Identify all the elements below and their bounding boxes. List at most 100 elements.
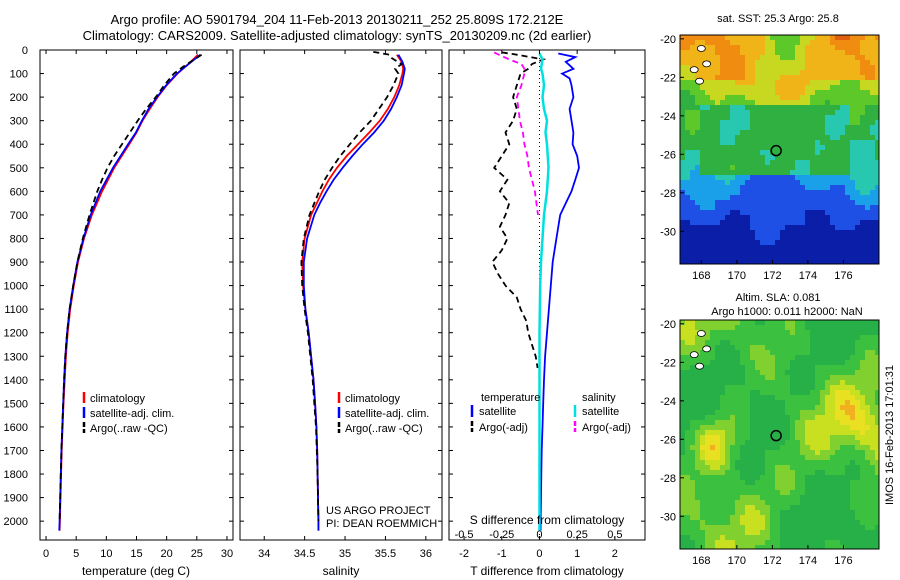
map-cell: [780, 105, 786, 111]
map-cell: [780, 240, 786, 246]
map-cell: [800, 130, 806, 136]
map-cell: [810, 535, 816, 541]
map-cell: [855, 545, 861, 549]
map-cell: [695, 210, 701, 216]
map-cell: [795, 150, 801, 156]
map-cell: [835, 385, 841, 391]
map-cell: [820, 190, 826, 196]
map-cell: [825, 40, 831, 46]
map-cell: [745, 515, 751, 521]
map-cell: [790, 520, 796, 526]
map-cell: [765, 535, 771, 541]
map-cell: [715, 380, 721, 386]
map-cell: [865, 75, 871, 81]
map-cell: [780, 505, 786, 511]
map-cell: [695, 530, 701, 536]
map-cell: [860, 500, 866, 506]
depth-tick-label: 1600: [4, 422, 28, 434]
temperature-x-axis: 0 5 10 15 20 25 30: [43, 50, 233, 560]
map-cell: [790, 435, 796, 441]
map-cell: [795, 70, 801, 76]
map-cell: [825, 490, 831, 496]
map-cell: [680, 130, 686, 136]
map-cell: [780, 75, 786, 81]
map-cell: [735, 235, 741, 241]
map-cell: [875, 125, 879, 131]
map-cell: [875, 355, 879, 361]
map-cell: [835, 460, 841, 466]
map-cell: [720, 385, 726, 391]
map-cell: [770, 475, 776, 481]
map-cell: [765, 170, 771, 176]
map-cell: [730, 490, 736, 496]
map-cell: [850, 400, 856, 406]
map-cell: [855, 155, 861, 161]
sla-map-image: [680, 320, 879, 549]
map-cell: [800, 35, 806, 41]
map-cell: [700, 390, 706, 396]
map-cell: [815, 360, 821, 366]
map-cell: [825, 105, 831, 111]
diff-legend-temperature-heading: temperature: [481, 392, 540, 404]
map-cell: [875, 385, 879, 391]
map-cell: [765, 155, 771, 161]
map-cell: [785, 125, 791, 131]
map-cell: [720, 345, 726, 351]
map-cell: [800, 435, 806, 441]
map-cell: [770, 365, 776, 371]
map-cell: [765, 60, 771, 66]
map-cell: [755, 355, 761, 361]
map-cell: [805, 430, 811, 436]
map-cell: [740, 390, 746, 396]
map-cell: [775, 405, 781, 411]
map-cell: [705, 500, 711, 506]
map-cell: [785, 175, 791, 181]
map-cell: [780, 355, 786, 361]
map-cell: [735, 500, 741, 506]
map-cell: [825, 200, 831, 206]
map-cell: [860, 235, 866, 241]
map-cell: [705, 330, 711, 336]
map-cell: [850, 515, 856, 521]
map-cell: [830, 390, 836, 396]
map-y-tick-label: -30: [660, 511, 676, 523]
map-cell: [685, 365, 691, 371]
map-cell: [830, 475, 836, 481]
map-cell: [790, 45, 796, 51]
map-cell: [800, 545, 806, 549]
map-cell: [790, 150, 796, 156]
map-cell: [840, 230, 846, 236]
map-cell: [845, 110, 851, 116]
map-cell: [780, 365, 786, 371]
map-cell: [745, 325, 751, 331]
map-cell: [725, 430, 731, 436]
map-cell: [785, 410, 791, 416]
map-cell: [865, 220, 871, 226]
map-cell: [700, 540, 706, 546]
map-cell: [700, 195, 706, 201]
map-cell: [715, 350, 721, 356]
map-cell: [720, 85, 726, 91]
map-cell: [790, 70, 796, 76]
map-cell: [685, 495, 691, 501]
map-cell: [735, 435, 741, 441]
map-cell: [735, 95, 741, 101]
map-cell: [725, 410, 731, 416]
map-cell: [730, 90, 736, 96]
map-cell: [700, 420, 706, 426]
map-cell: [835, 495, 841, 501]
map-cell: [825, 405, 831, 411]
map-cell: [870, 450, 876, 456]
map-cell: [710, 410, 716, 416]
map-cell: [735, 355, 741, 361]
map-cell: [815, 190, 821, 196]
map-cell: [850, 85, 856, 91]
diff-legend-s-sat-label: satellite: [582, 406, 619, 418]
map-cell: [810, 440, 816, 446]
map-cell: [705, 240, 711, 246]
map-cell: [765, 500, 771, 506]
map-cell: [810, 470, 816, 476]
map-cell: [715, 245, 721, 251]
legend-climatology-label: climatology: [90, 393, 146, 405]
map-cell: [855, 380, 861, 386]
